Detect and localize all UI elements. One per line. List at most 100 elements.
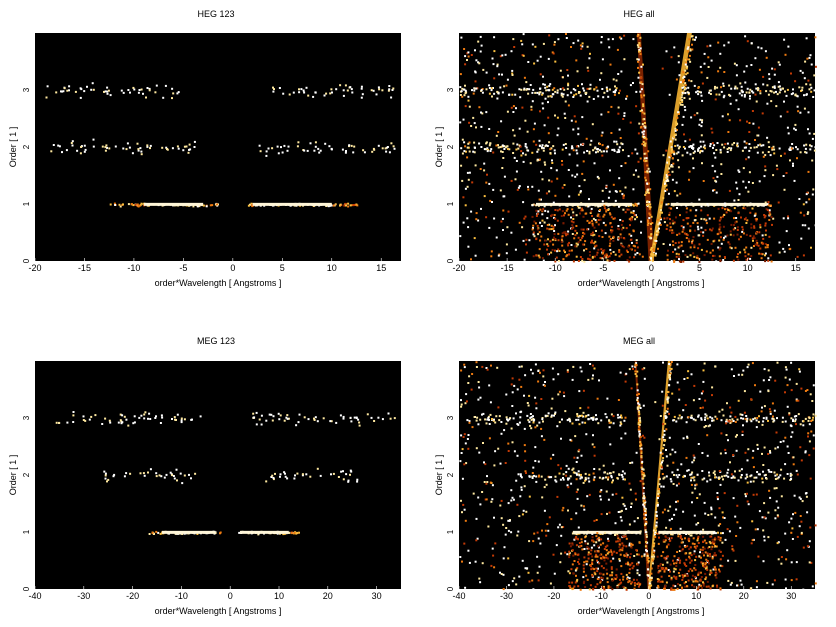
heatmap-pixel: [272, 415, 275, 418]
wedge-pixel: [641, 83, 644, 86]
background-pixel: [730, 368, 733, 371]
glow-pixel: [713, 542, 716, 545]
background-pixel: [784, 53, 787, 56]
background-pixel: [751, 456, 754, 459]
glow-pixel: [540, 235, 543, 238]
glow-pixel: [681, 586, 683, 589]
background-pixel: [764, 165, 767, 168]
background-pixel: [528, 540, 531, 543]
background-pixel: [512, 38, 515, 41]
background-pixel: [505, 527, 508, 529]
background-pixel: [668, 93, 671, 96]
background-pixel: [777, 201, 780, 204]
background-pixel: [746, 366, 749, 369]
heatmap-pixel: [158, 474, 161, 477]
background-pixel: [682, 226, 685, 229]
background-pixel: [656, 586, 659, 589]
glow-pixel: [749, 234, 752, 237]
heatmap-pixel: [584, 472, 587, 475]
heatmap-pixel: [342, 89, 345, 92]
background-pixel: [807, 128, 809, 131]
heatmap-pixel: [276, 145, 279, 148]
background-pixel: [519, 495, 522, 498]
heatmap-pixel: [314, 141, 317, 144]
background-pixel: [513, 156, 516, 159]
background-pixel: [716, 175, 719, 178]
glow-pixel: [577, 561, 579, 563]
background-pixel: [477, 61, 480, 64]
background-pixel: [757, 555, 760, 558]
heatmap-pixel: [611, 148, 614, 151]
background-pixel: [600, 419, 603, 422]
x-tick-label: 20: [323, 591, 333, 601]
heatmap-pixel: [305, 86, 308, 89]
wedge-pixel: [642, 118, 645, 121]
background-pixel: [525, 510, 528, 513]
glow-pixel: [770, 260, 773, 263]
x-axis-label: order*Wavelength [ Angstroms ]: [578, 278, 705, 288]
glow-pixel: [555, 256, 558, 259]
background-pixel: [583, 249, 585, 252]
heatmap-pixel: [773, 471, 776, 474]
background-pixel: [701, 99, 704, 102]
glow-pixel: [620, 236, 623, 239]
glow-pixel: [603, 559, 606, 562]
heatmap-pixel: [296, 531, 299, 534]
background-pixel: [503, 429, 506, 432]
background-pixel: [694, 484, 697, 487]
heatmap-pixel: [543, 205, 546, 208]
background-pixel: [593, 479, 596, 482]
background-pixel: [523, 427, 526, 430]
background-pixel: [748, 131, 751, 133]
background-pixel: [751, 182, 754, 184]
heatmap-pixel: [621, 475, 624, 478]
background-pixel: [542, 369, 545, 372]
glow-pixel: [683, 574, 686, 577]
background-pixel: [812, 447, 815, 450]
background-pixel: [515, 583, 518, 586]
glow-pixel: [760, 241, 763, 244]
glow-pixel: [688, 240, 691, 243]
heatmap-pixel: [634, 202, 637, 205]
heatmap-pixel: [694, 419, 697, 422]
heatmap-pixel: [490, 87, 493, 90]
background-pixel: [811, 193, 814, 196]
glow-pixel: [668, 207, 671, 209]
wedge-pixel: [665, 180, 668, 182]
heatmap-pixel: [163, 476, 166, 479]
glow-pixel: [607, 557, 609, 560]
wedge-pixel: [653, 534, 656, 537]
background-pixel: [734, 227, 737, 230]
wedge-pixel: [683, 79, 685, 82]
wedge-pixel: [647, 574, 650, 577]
order-1-core: [535, 202, 633, 206]
heatmap-pixel: [680, 416, 683, 419]
glow-pixel: [736, 255, 739, 258]
background-pixel: [733, 62, 736, 65]
background-pixel: [521, 513, 524, 516]
background-pixel: [563, 112, 566, 115]
heatmap-pixel: [301, 473, 304, 476]
glow-pixel: [552, 225, 555, 228]
heatmap-pixel: [592, 472, 595, 475]
background-pixel: [778, 241, 781, 244]
glow-pixel: [605, 554, 608, 557]
heatmap-pixel: [562, 143, 565, 146]
background-pixel: [476, 537, 479, 540]
heatmap-pixel: [356, 480, 359, 483]
background-pixel: [497, 131, 500, 133]
background-pixel: [545, 192, 548, 195]
background-pixel: [575, 512, 578, 515]
glow-pixel: [561, 235, 564, 238]
background-pixel: [721, 115, 724, 118]
glow-pixel: [615, 574, 618, 577]
glow-pixel: [564, 231, 567, 234]
background-pixel: [570, 482, 573, 485]
heatmap-pixel: [352, 204, 355, 206]
heatmap-pixel: [744, 418, 747, 421]
background-pixel: [576, 488, 579, 491]
glow-pixel: [618, 546, 621, 548]
wedge-pixel: [669, 363, 672, 366]
background-pixel: [539, 73, 542, 76]
background-pixel: [796, 255, 799, 258]
